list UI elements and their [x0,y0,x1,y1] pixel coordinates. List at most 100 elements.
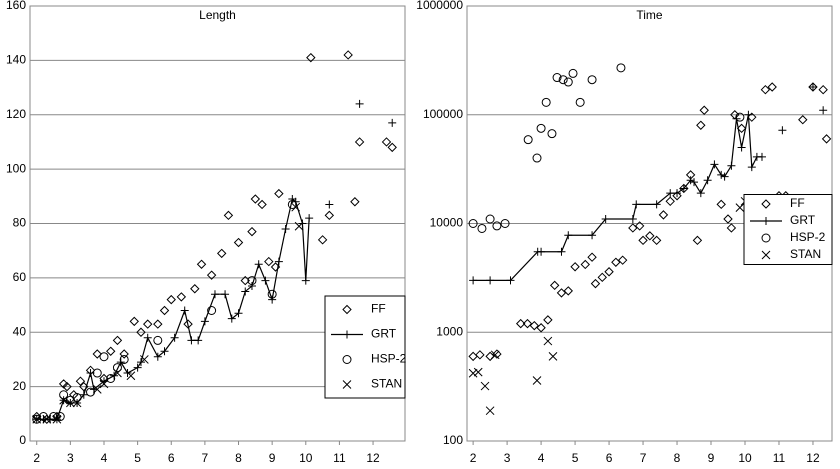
plot-frame [29,5,406,442]
plus-marker [261,276,270,285]
diamond-marker [604,267,614,277]
chart-panel: 100 1000 10000 100000 1000000 2 3 4 5 6 7 8 9 10 11 12 T… [416,0,833,465]
x-tick-label: 7 [640,451,647,465]
plus-marker [703,176,712,185]
circle-marker [153,335,163,345]
y-tick-label: 1000000 [416,0,463,12]
circle-marker [500,219,510,228]
plus-marker [720,172,729,181]
diamond-marker [381,137,392,147]
plus-marker [747,163,756,172]
plus-marker [762,217,770,225]
circle-marker [477,223,487,233]
chart-title: Length [199,8,236,22]
cross-marker [59,395,68,405]
diamond-marker [580,259,590,270]
circle-marker [568,68,578,78]
cross-marker [468,368,478,378]
diamond-marker [611,257,621,267]
diamond-marker [324,210,335,221]
cross-marker [294,221,304,231]
circle-marker [587,75,597,85]
plus-marker [241,287,250,296]
cross-marker [735,203,745,212]
diamond-marker [166,294,176,305]
diamond-marker [679,183,689,194]
plus-marker [757,152,766,161]
plus-marker [153,352,162,361]
plus-marker [717,170,726,179]
diamond-marker [699,105,709,115]
x-tick-label: 4 [101,451,108,465]
diamond-marker [343,50,353,60]
diamond-marker [206,270,217,280]
diamond-marker [475,350,485,360]
circle-marker [207,306,217,315]
plus-marker [227,314,236,323]
diamond-marker [136,327,146,337]
circle-marker [119,354,129,364]
plus-marker [170,333,179,342]
plus-marker [79,390,88,399]
diamond-marker [696,120,706,130]
diamond-marker [250,194,261,204]
diamond-marker [570,262,580,272]
diamond-marker [617,255,628,265]
x-tick-label: 8 [235,451,242,465]
diamond-marker [628,223,638,233]
circle-marker [55,412,65,422]
plus-marker [628,214,637,223]
plus-marker [234,309,243,318]
cross-marker [473,367,483,377]
circle-marker [72,393,82,402]
y-tick-label: 1000 [436,324,463,338]
circle-marker [92,368,102,378]
diamond-marker [129,316,139,327]
plus-marker [268,295,277,304]
circle-marker [106,373,116,383]
plus-marker [143,333,152,342]
diamond-marker [658,210,669,220]
cross-marker [52,414,62,424]
y-tick-label: 0 [19,433,26,447]
plus-marker [274,257,283,266]
circle-marker [247,276,257,286]
diamond-marker [159,305,170,316]
diamond-marker [529,320,539,331]
plus-marker [221,290,230,299]
x-tick-label: 10 [738,451,752,465]
diamond-marker [536,323,546,333]
circle-marker [492,221,502,231]
cross-marker [99,379,109,389]
y-tick-label: 140 [6,53,26,67]
diamond-marker [767,82,777,92]
legend: FF GRT HSP-2 STAN [743,194,833,265]
cross-marker [139,355,149,364]
y-tick-label: 10000 [430,216,464,230]
diamond-marker [233,237,244,248]
x-tick-label: 12 [806,451,820,465]
diamond-marker [92,349,102,359]
diamond-marker [726,223,737,233]
plus-marker [808,82,817,91]
cross-marker [761,250,771,260]
diamond-marker [62,381,72,392]
plus-marker [737,143,746,152]
circle-marker [287,199,297,209]
circle-marker [468,219,478,228]
diamond-marker [257,199,267,210]
diamond-marker [223,210,234,221]
y-tick-label: 100 [6,161,26,175]
cross-marker [543,336,553,346]
x-tick-label: 5 [134,451,141,465]
plus-marker [180,306,189,315]
diamond-marker [645,231,655,241]
diamond-marker [264,256,274,267]
cross-marker [548,352,558,361]
diamond-marker [306,52,316,63]
diamond-marker [106,346,116,356]
legend-box [743,194,833,265]
x-tick-label: 4 [538,451,545,465]
diamond-marker [247,226,257,237]
